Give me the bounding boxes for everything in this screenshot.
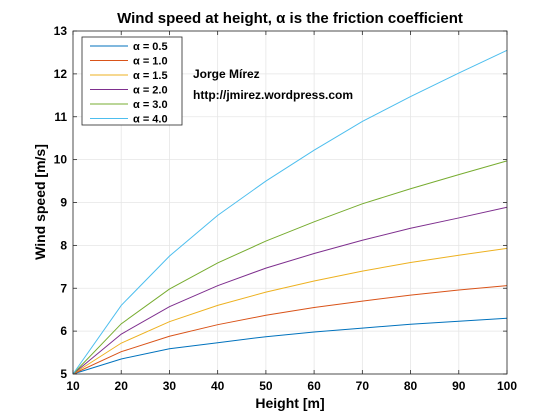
y-tick-label: 10 (54, 153, 68, 167)
ticks: 10 20 30 40 50 60 70 80 90 100 5 6 7 8 9 10 11 12 13 (54, 24, 518, 393)
y-tick-label: 11 (54, 110, 67, 124)
legend-items: α = 0.5 α = 1.0 α = 1.5 α = 2.0 α = 3.0 α = 4… (90, 41, 168, 126)
series-layer (72, 49, 508, 375)
series-line-4 (72, 160, 508, 375)
y-tick-label: 5 (60, 367, 67, 381)
legend-label-4: α = 3.0 (133, 99, 168, 111)
series-line-1 (72, 285, 508, 375)
y-tick-label: 6 (60, 324, 67, 338)
y-tick-label: 9 (60, 196, 67, 210)
x-tick-label: 90 (452, 379, 466, 393)
y-tick-label: 13 (54, 24, 68, 38)
y-axis-label: Wind speed [m/s] (32, 144, 48, 260)
x-tick-label: 20 (115, 379, 129, 393)
x-tick-label: 80 (404, 379, 418, 393)
series-line-0 (72, 317, 508, 375)
legend: α = 0.5 α = 1.0 α = 1.5 α = 2.0 α = 3.0 α = 4… (81, 36, 183, 126)
x-tick-label: 100 (497, 379, 517, 393)
series-line-3 (72, 206, 508, 375)
chart-title: Wind speed at height, α is the friction … (117, 10, 463, 27)
legend-box (81, 36, 183, 126)
series-line-2 (72, 247, 508, 375)
x-tick-label: 40 (211, 379, 225, 393)
url-annotation: http://jmirez.wordpress.com (193, 88, 353, 102)
legend-label-0: α = 0.5 (133, 41, 168, 53)
author-annotation: Jorge Mírez (193, 67, 260, 81)
y-tick-label: 7 (60, 281, 67, 295)
legend-label-5: α = 4.0 (133, 114, 168, 126)
legend-label-3: α = 2.0 (133, 85, 168, 97)
x-tick-label: 50 (259, 379, 273, 393)
x-tick-label: 10 (66, 379, 80, 393)
legend-label-1: α = 1.0 (133, 56, 168, 68)
x-tick-label: 70 (356, 379, 370, 393)
y-tick-label: 12 (54, 67, 68, 81)
x-axis-label: Height [m] (255, 395, 324, 411)
y-tick-label: 8 (60, 238, 67, 252)
x-tick-label: 60 (307, 379, 321, 393)
series-line-5 (72, 49, 508, 375)
x-tick-label: 30 (163, 379, 177, 393)
legend-label-2: α = 1.5 (133, 70, 168, 82)
